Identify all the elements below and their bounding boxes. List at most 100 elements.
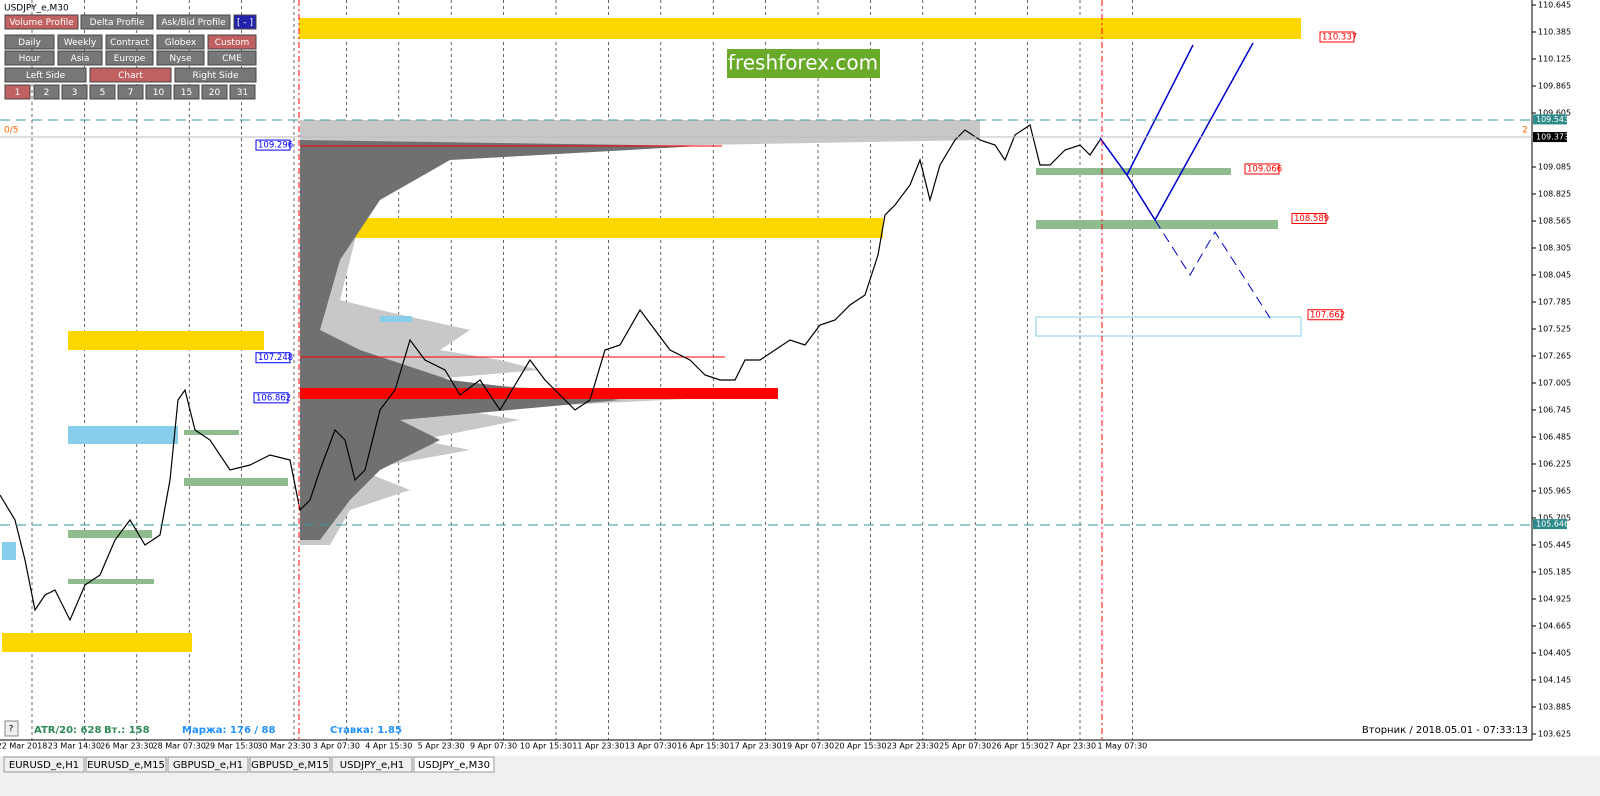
button-label: 20 xyxy=(209,88,221,98)
toolbar-button[interactable] xyxy=(229,84,256,100)
watermark: freshforex.com xyxy=(728,51,878,75)
price-label: 108.045 xyxy=(1538,270,1571,279)
zone xyxy=(1036,168,1231,175)
button-label: 15 xyxy=(181,88,192,98)
date-label: 1 May 07:30 xyxy=(1098,742,1148,751)
zone xyxy=(68,579,154,584)
price-tag-label: 109.543 xyxy=(1536,115,1569,124)
toolbar-button[interactable] xyxy=(105,50,154,66)
button-label: 10 xyxy=(153,88,165,98)
toolbar-button[interactable] xyxy=(61,84,88,100)
button-label: Right Side xyxy=(192,71,238,81)
level-tag xyxy=(253,392,289,404)
price-line xyxy=(0,124,1101,622)
price-label: 104.405 xyxy=(1538,648,1571,657)
date-label: 30 Mar 23:30 xyxy=(257,742,310,751)
level-label: 109.066 xyxy=(1247,164,1282,174)
date-label: 16 Apr 15:30 xyxy=(677,742,729,751)
date-label: 10 Apr 15:30 xyxy=(520,742,572,751)
date-label: 22 Mar 2018 xyxy=(0,742,47,751)
toolbar-button[interactable] xyxy=(233,14,257,30)
price-label: 104.145 xyxy=(1538,675,1571,684)
toolbar-button[interactable] xyxy=(4,34,55,50)
tab[interactable] xyxy=(85,756,167,773)
chart-bg xyxy=(0,0,1600,756)
toolbar-button[interactable] xyxy=(57,50,103,66)
toolbar-button[interactable] xyxy=(105,34,154,50)
button-label: Volume Profile xyxy=(9,18,74,28)
tab-label: EURUSD_e,H1 xyxy=(9,760,79,771)
date-label: 28 Mar 07:30 xyxy=(152,742,205,751)
toolbar-button[interactable] xyxy=(145,84,172,100)
price-label: 108.825 xyxy=(1538,189,1571,198)
price-label: 108.565 xyxy=(1538,216,1571,225)
poc xyxy=(300,388,778,399)
volume-profile xyxy=(300,140,700,540)
date-label: 11 Apr 23:30 xyxy=(572,742,624,751)
price-label: 107.525 xyxy=(1538,324,1571,333)
level-label: 107.248 xyxy=(258,353,293,363)
date-label: 17 Apr 23:30 xyxy=(730,742,782,751)
toolbar-button[interactable] xyxy=(207,34,257,50)
tab[interactable] xyxy=(167,756,249,773)
button-label: Asia xyxy=(71,54,90,64)
toolbar-button[interactable] xyxy=(80,14,154,30)
tab[interactable] xyxy=(249,756,331,773)
button-label: Daily xyxy=(18,38,41,48)
zone xyxy=(305,218,883,238)
date-label: 26 Apr 15:30 xyxy=(992,742,1044,751)
zone xyxy=(68,530,152,538)
button-label: Globex xyxy=(165,38,197,48)
help-button[interactable] xyxy=(4,720,19,737)
level-tag xyxy=(1291,212,1327,224)
toolbar-button[interactable] xyxy=(156,34,205,50)
toolbar-button[interactable] xyxy=(201,84,228,100)
price-label: 105.705 xyxy=(1538,513,1571,522)
button-label: 5 xyxy=(100,88,106,98)
price-label: 107.785 xyxy=(1538,297,1571,306)
date-label: 9 Apr 07:30 xyxy=(470,742,517,751)
toolbar-button[interactable] xyxy=(156,14,231,30)
price-label: 107.265 xyxy=(1538,351,1571,360)
toolbar-button[interactable] xyxy=(4,84,31,100)
toolbar-button[interactable] xyxy=(174,67,257,83)
price-tag-label: 109.373 xyxy=(1536,133,1569,142)
button-label: Custom xyxy=(215,38,249,48)
tab[interactable] xyxy=(331,756,413,773)
toolbar-button[interactable] xyxy=(57,34,103,50)
button-label: 31 xyxy=(237,88,248,98)
toolbar-button[interactable] xyxy=(33,84,60,100)
price-label: 110.125 xyxy=(1538,54,1571,63)
price-label: 108.305 xyxy=(1538,243,1571,252)
toolbar-button[interactable] xyxy=(4,50,55,66)
price-label: 104.925 xyxy=(1538,594,1571,603)
tab-label: GBPUSD_e,H1 xyxy=(173,760,243,771)
toolbar-button[interactable] xyxy=(207,50,257,66)
toolbar-button[interactable] xyxy=(173,84,200,100)
toolbar-button[interactable] xyxy=(156,50,205,66)
date-label: 4 Apr 15:30 xyxy=(365,742,412,751)
price-label: 109.865 xyxy=(1538,81,1571,90)
button-label: Hour xyxy=(19,54,41,64)
toolbar-button[interactable] xyxy=(89,84,116,100)
tab[interactable] xyxy=(3,756,85,773)
button-label: Chart xyxy=(118,71,143,81)
price-label: 110.385 xyxy=(1538,27,1571,36)
level-tag xyxy=(1244,163,1280,175)
status-text: Вт.: 158 xyxy=(104,725,150,736)
toolbar-button[interactable] xyxy=(89,67,172,83)
button-label: Europe xyxy=(114,54,146,64)
button-label: Ask/Bid Profile xyxy=(161,18,226,28)
corner-label: 2 xyxy=(1522,126,1528,136)
button-label: 3 xyxy=(72,88,78,98)
zone xyxy=(68,426,178,444)
level-label: 106.862 xyxy=(256,393,291,403)
tab[interactable] xyxy=(413,756,495,773)
toolbar-button[interactable] xyxy=(4,67,87,83)
date-label: 23 Mar 14:30 xyxy=(48,742,101,751)
price-label: 105.965 xyxy=(1538,486,1571,495)
toolbar-button[interactable] xyxy=(117,84,144,100)
toolbar-button[interactable] xyxy=(4,14,79,30)
forecast xyxy=(1126,44,1194,176)
